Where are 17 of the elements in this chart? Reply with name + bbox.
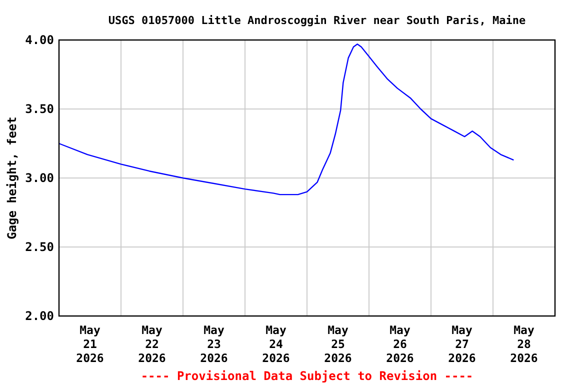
x-tick-label: May 21 2026 xyxy=(76,323,104,365)
x-tick-label: May 27 2026 xyxy=(448,323,476,365)
x-tick-label: May 24 2026 xyxy=(262,323,290,365)
line-series xyxy=(58,44,514,196)
x-tick-label: May 23 2026 xyxy=(200,323,228,365)
chart-title: USGS 01057000 Little Androscoggin River near South Paris, Maine xyxy=(108,14,526,27)
x-tick-label: May 28 2026 xyxy=(510,323,538,365)
y-tick-label: 4.00 xyxy=(25,33,54,47)
y-tick-label: 3.00 xyxy=(25,171,54,185)
y-tick-label: 2.00 xyxy=(25,309,54,323)
x-tick-label: May 26 2026 xyxy=(386,323,414,365)
x-tick-label: May 22 2026 xyxy=(138,323,166,365)
y-tick-label: 2.50 xyxy=(25,240,54,254)
y-tick-label: 3.50 xyxy=(25,102,54,116)
text: ---- Provisional Data Subject to Revision ---- xyxy=(140,369,474,383)
y-axis-title: Gage height, feet xyxy=(5,116,19,240)
x-tick-label: May 25 2026 xyxy=(324,323,352,365)
